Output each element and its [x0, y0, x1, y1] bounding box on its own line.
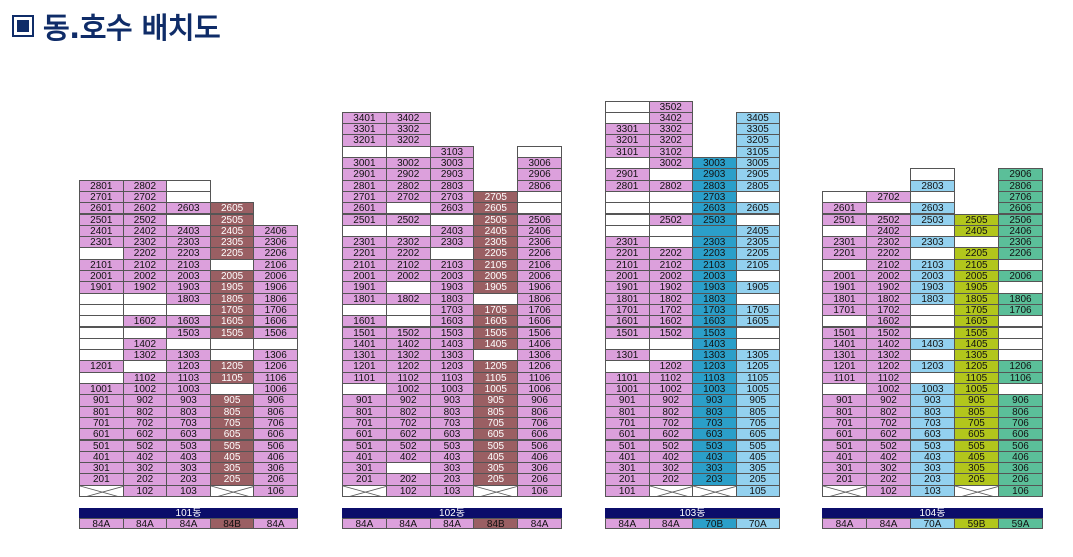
building-name-label: 103동 [605, 508, 780, 519]
unit-type-cell: 70A [910, 518, 955, 529]
unit-cell: 102 [866, 484, 911, 497]
unit-type-cell: 84A [517, 518, 562, 529]
no-unit-marker [954, 484, 999, 497]
building-name-label: 104동 [822, 508, 1043, 519]
unit-cell: 906 [253, 394, 298, 407]
unit-type-cell: 84A [605, 518, 650, 529]
unit-type-cell: 84A [429, 518, 475, 529]
unit-cell: 102 [385, 484, 431, 497]
building-name-label: 101동 [79, 508, 298, 519]
no-unit-marker [209, 484, 255, 497]
building-104-diagram: 2906 2803 2806 2702 2706 2601 2603 2606 2501 2502… [822, 0, 1043, 540]
unit-cell: 102 [122, 484, 168, 497]
unit-type-cell: 70A [735, 518, 780, 529]
unit-cell: 103 [910, 484, 955, 497]
unit-cell: 1506 [517, 326, 562, 339]
building-name-label: 102동 [342, 508, 562, 519]
unit-type-cell: 84A [253, 518, 298, 529]
building-102-diagram: 3401 3402 3301 3302 3201 3202 3103 3001 3002 3003… [342, 0, 562, 540]
unit-type-cell: 84B [473, 518, 519, 529]
unit-cell: 2805 [735, 179, 780, 192]
unit-cell: 101 [605, 484, 650, 497]
unit-type-cell: 84A [122, 518, 168, 529]
unit-type-cell: 84B [209, 518, 255, 529]
unit-type-cell: 84A [166, 518, 211, 529]
unit-cell: 1806 [253, 292, 298, 305]
unit-cell: 106 [998, 484, 1043, 497]
unit-cell: 2006 [253, 270, 298, 283]
unit-type-cell: 84A [866, 518, 911, 529]
no-unit-marker [342, 484, 387, 497]
unit-cell: 306 [998, 462, 1043, 475]
unit-type-cell: 84A [342, 518, 387, 529]
no-unit-marker [692, 484, 737, 497]
building-103-diagram: 3502 3402 3405 3301 3302 3305 3201 3202 3205 3101… [605, 0, 780, 540]
unit-type-cell: 59B [954, 518, 999, 529]
no-unit-marker [473, 484, 519, 497]
unit-type-cell: 59A [998, 518, 1043, 529]
page-title-text: 동.호수 배치도 [43, 11, 221, 45]
unit-type-cell: 84A [385, 518, 431, 529]
unit-cell: 103 [166, 484, 211, 497]
unit-cell: 106 [253, 484, 298, 497]
page-title: 동.호수 배치도 [12, 8, 221, 45]
unit-type-cell: 70B [692, 518, 737, 529]
unit-cell: 103 [429, 484, 475, 497]
unit-cell: 1106 [253, 371, 298, 384]
unit-type-cell: 84A [648, 518, 693, 529]
unit-type-cell: 84A [822, 518, 867, 529]
unit-cell: 105 [735, 484, 780, 497]
unit-cell: 106 [517, 484, 562, 497]
square-bullet-icon [12, 15, 34, 37]
no-unit-marker [822, 484, 867, 497]
no-unit-marker [79, 484, 124, 497]
no-unit-marker [648, 484, 693, 497]
unit-type-cell: 84A [79, 518, 124, 529]
building-101-diagram: 2801 2802 2701 2702 2601 2602 2603 2605 2501 2502… [79, 0, 298, 540]
